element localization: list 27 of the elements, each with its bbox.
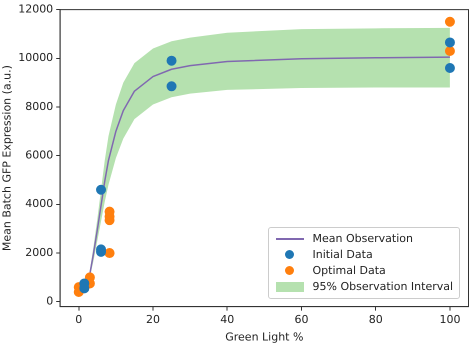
x-tick-label: 80 [368, 313, 383, 326]
point [104, 248, 115, 258]
y-tick-label: 10000 [18, 51, 54, 64]
point [96, 184, 106, 195]
legend-label: Mean Observation [312, 232, 413, 246]
legend-label: Optimal Data [312, 264, 386, 278]
x-tick-label: 60 [294, 313, 308, 326]
y-tick-label: 8000 [25, 100, 54, 113]
annotation: 95% Observation Interval [312, 280, 454, 294]
y-tick-label: 4000 [25, 197, 54, 210]
y-tick-label: 6000 [25, 148, 54, 162]
point [444, 16, 455, 27]
point [444, 37, 455, 48]
x-tick-label: 20 [146, 313, 160, 326]
y-tick-label: 0 [46, 294, 54, 308]
legend-label: Initial Data [312, 248, 373, 262]
point [444, 46, 455, 56]
point [166, 81, 177, 92]
x-tick-label: 0 [75, 313, 82, 326]
x-tick-label: 40 [220, 313, 234, 326]
point [166, 56, 177, 66]
y-tick-label: 12000 [18, 2, 54, 16]
x-axis-title: Green Light % [225, 330, 304, 344]
y-axis-title: Mean Batch GFP Expression (a.u.) [0, 65, 14, 252]
point [444, 63, 455, 74]
y-tick-label: 2000 [25, 246, 54, 259]
x-tick-label: 100 [439, 313, 460, 326]
